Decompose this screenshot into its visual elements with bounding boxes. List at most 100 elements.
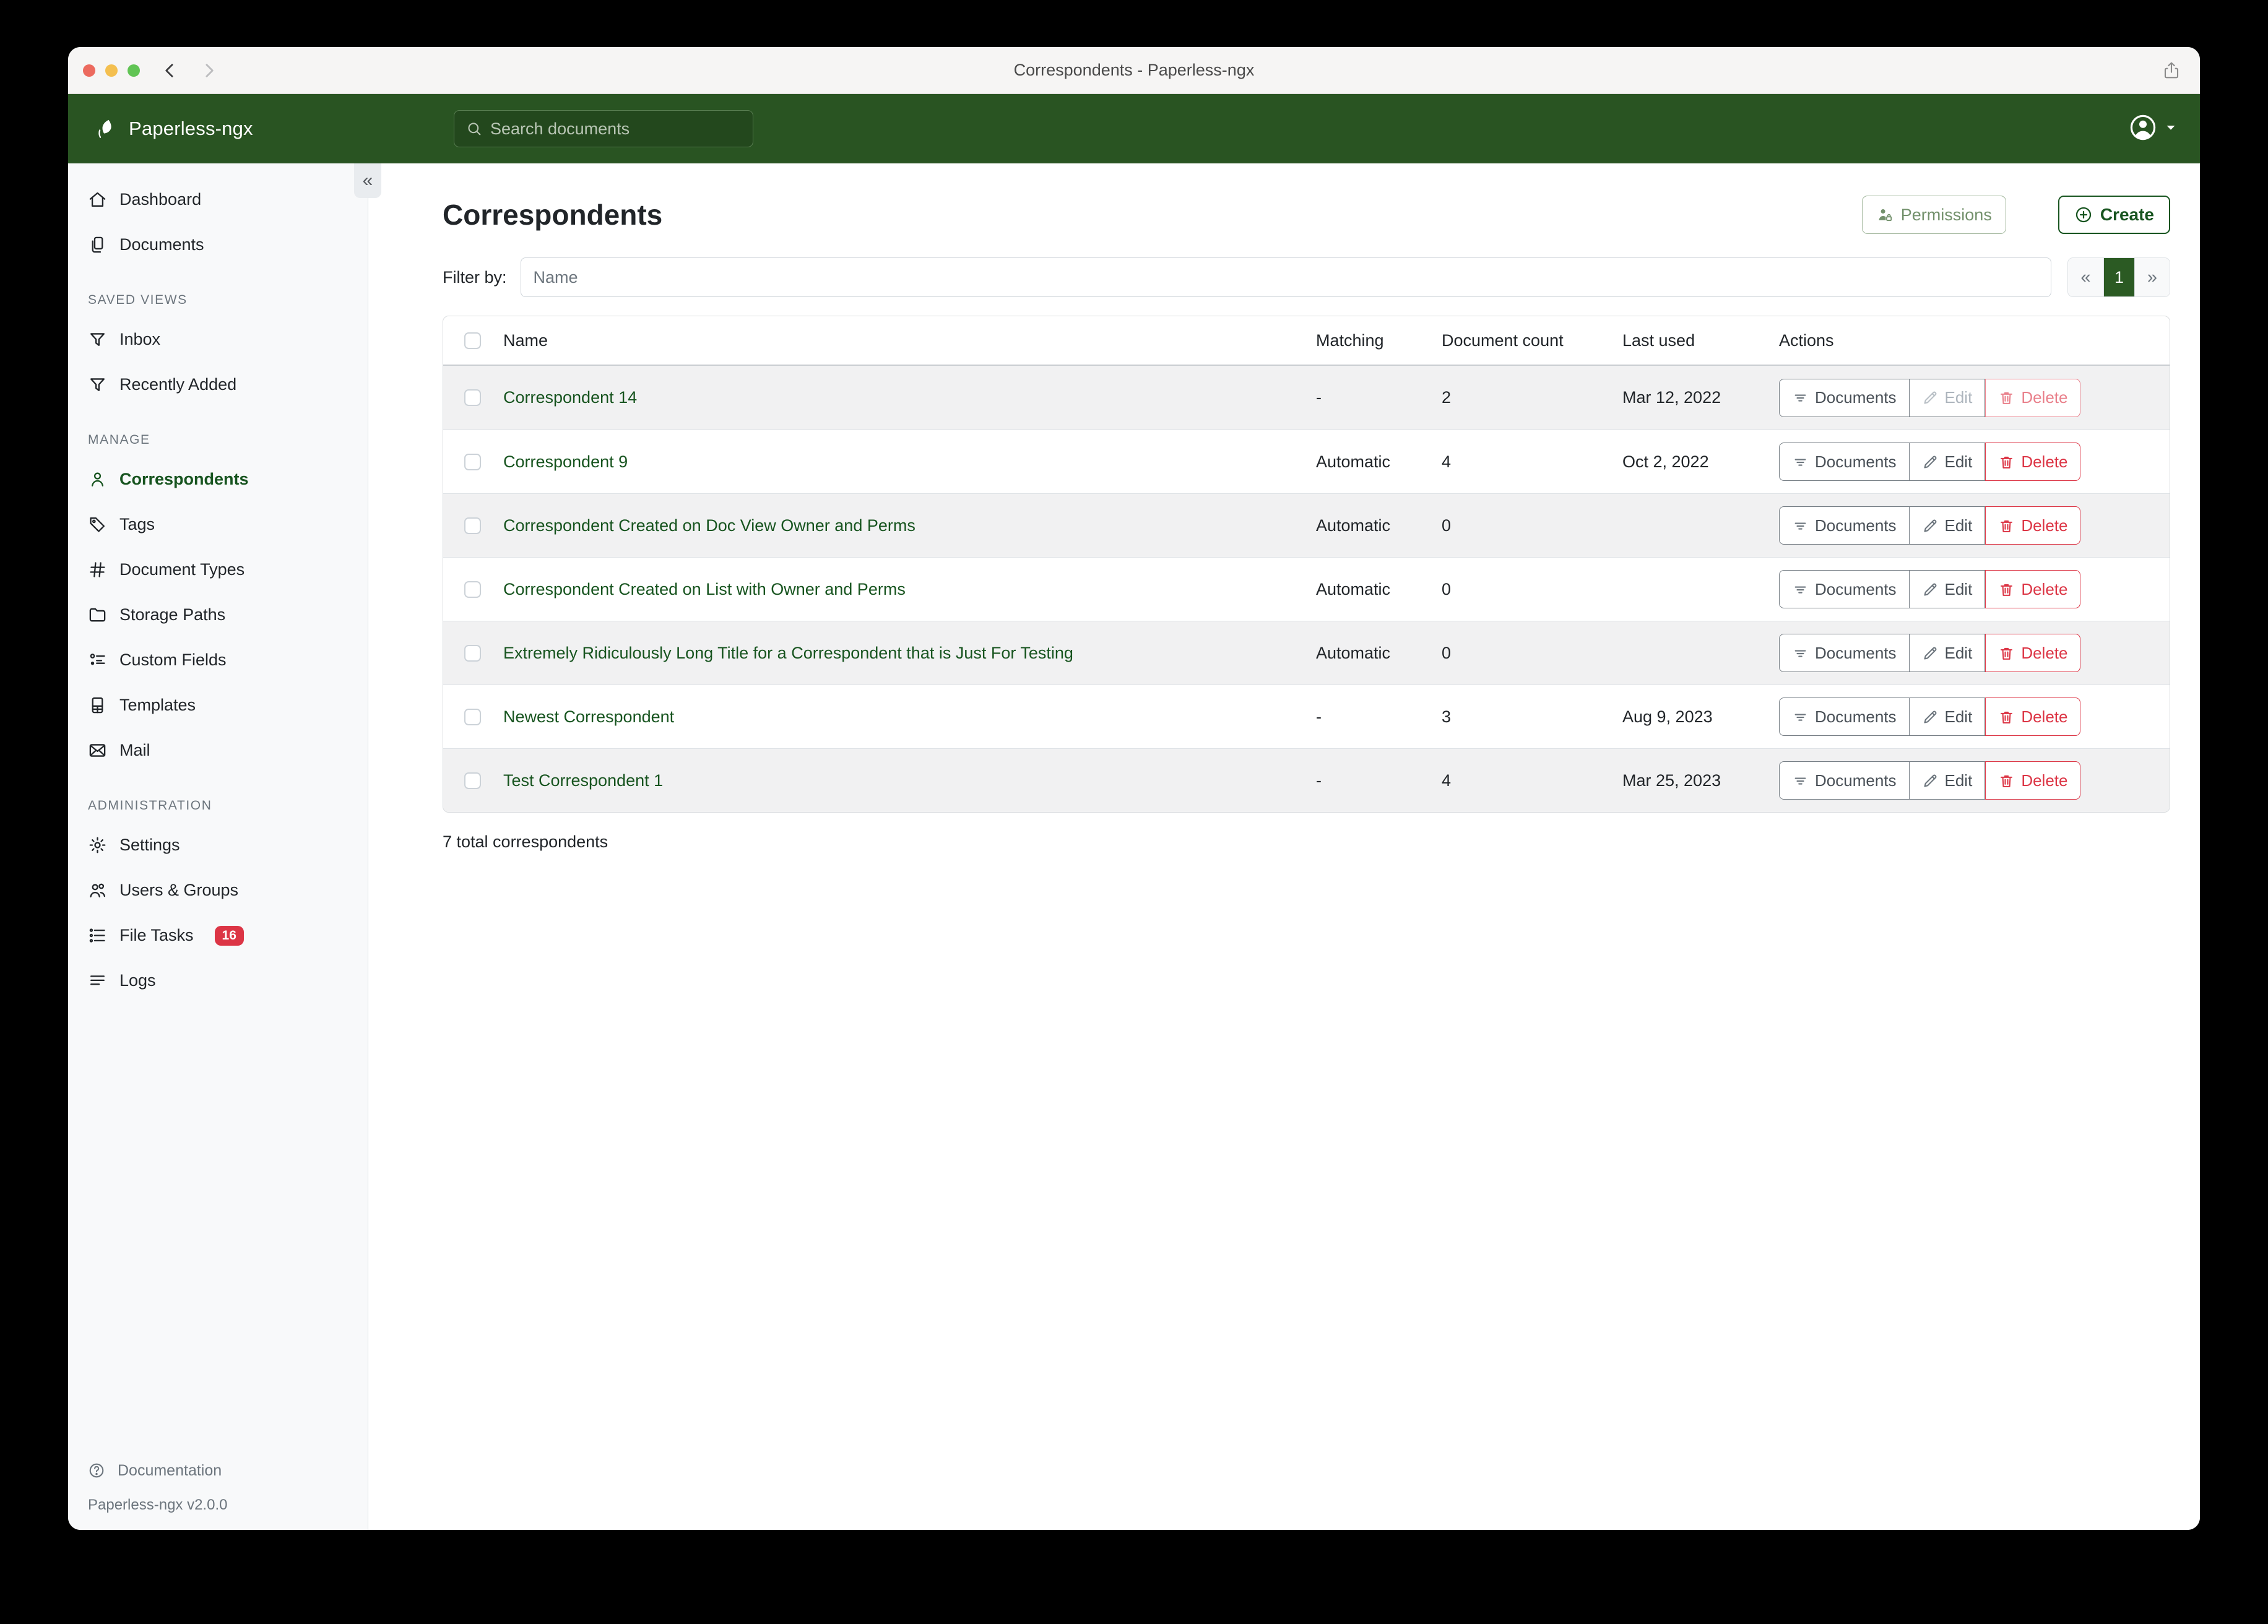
documents-button[interactable]: Documents: [1779, 634, 1910, 672]
correspondent-link[interactable]: Correspondent Created on List with Owner…: [503, 579, 906, 598]
documents-button[interactable]: Documents: [1779, 761, 1910, 800]
documentation-label: Documentation: [118, 1461, 222, 1479]
documents-button[interactable]: Documents: [1779, 443, 1910, 481]
tag-icon: [88, 515, 107, 534]
sidebar-item-documentation[interactable]: Documentation: [68, 1452, 368, 1489]
sidebar-item-logs[interactable]: Logs: [68, 958, 368, 1003]
table-row: Correspondent Created on Doc View Owner …: [443, 493, 2170, 557]
correspondent-link[interactable]: Correspondent 14: [503, 388, 638, 407]
correspondent-link[interactable]: Correspondent 9: [503, 452, 628, 471]
row-checkbox[interactable]: [464, 581, 481, 598]
sidebar-item-templates[interactable]: Templates: [68, 683, 368, 728]
create-button[interactable]: Create: [2058, 196, 2170, 234]
column-header-document-count[interactable]: Document count: [1442, 330, 1564, 350]
documents-button[interactable]: Documents: [1779, 378, 1910, 417]
row-checkbox[interactable]: [464, 453, 481, 470]
search-input[interactable]: [490, 119, 742, 139]
edit-button[interactable]: Edit: [1909, 443, 1986, 481]
delete-button[interactable]: Delete: [1985, 506, 2081, 545]
column-header-name[interactable]: Name: [503, 330, 548, 350]
sidebar-section-label-manage: MANAGE: [88, 433, 150, 447]
pagination-page-1-button[interactable]: 1: [2103, 258, 2134, 296]
edit-button[interactable]: Edit: [1909, 570, 1986, 608]
close-window-icon[interactable]: [83, 64, 95, 77]
permissions-button[interactable]: Permissions: [1861, 196, 2006, 234]
brand[interactable]: Paperless-ngx: [95, 117, 253, 140]
browser-back-icon[interactable]: [161, 61, 180, 80]
collapse-sidebar-button[interactable]: «: [354, 163, 381, 198]
delete-button[interactable]: Delete: [1985, 443, 2081, 481]
pagination-next-button[interactable]: »: [2134, 258, 2170, 296]
sidebar-item-dashboard[interactable]: Dashboard: [68, 177, 368, 222]
brand-name: Paperless-ngx: [129, 118, 253, 139]
delete-button[interactable]: Delete: [1985, 634, 2081, 672]
sidebar-item-correspondents[interactable]: Correspondents: [68, 457, 368, 502]
pencil-icon: [1922, 645, 1939, 662]
pagination-prev-button[interactable]: «: [2068, 258, 2103, 296]
table-row: Newest Correspondent - 3 Aug 9, 2023 Doc…: [443, 685, 2170, 748]
sidebar-section-label-saved-views: SAVED VIEWS: [88, 293, 188, 307]
trash-icon: [1998, 645, 2015, 662]
row-checkbox[interactable]: [464, 517, 481, 534]
last-used-value: Mar 25, 2023: [1622, 771, 1721, 790]
edit-button[interactable]: Edit: [1909, 506, 1986, 545]
global-search[interactable]: [454, 110, 753, 147]
sidebar-item-inbox[interactable]: Inbox: [68, 317, 368, 362]
question-circle-icon: [88, 1462, 105, 1479]
sidebar-item-storage-paths[interactable]: Storage Paths: [68, 592, 368, 637]
delete-button[interactable]: Delete: [1985, 378, 2081, 417]
correspondent-link[interactable]: Newest Correspondent: [503, 707, 675, 726]
sidebar-item-document-types[interactable]: Document Types: [68, 547, 368, 592]
chevron-down-icon: [2163, 119, 2179, 136]
share-icon[interactable]: [2162, 61, 2181, 80]
correspondent-link[interactable]: Extremely Ridiculously Long Title for a …: [503, 643, 1073, 662]
name-filter-input[interactable]: [520, 257, 2051, 297]
file-text-icon: [88, 696, 107, 715]
documents-button[interactable]: Documents: [1779, 570, 1910, 608]
delete-button[interactable]: Delete: [1985, 761, 2081, 800]
sidebar-item-users-groups[interactable]: Users & Groups: [68, 868, 368, 913]
column-header-last-used[interactable]: Last used: [1622, 330, 1695, 350]
sidebar-item-mail[interactable]: Mail: [68, 728, 368, 773]
file-tasks-count-badge: 16: [214, 925, 244, 946]
edit-button[interactable]: Edit: [1909, 698, 1986, 736]
app-header: Paperless-ngx: [68, 94, 2200, 163]
sidebar-item-tags[interactable]: Tags: [68, 502, 368, 547]
edit-button[interactable]: Edit: [1909, 761, 1986, 800]
correspondent-link[interactable]: Test Correspondent 1: [503, 771, 664, 790]
zoom-window-icon[interactable]: [128, 64, 140, 77]
row-checkbox[interactable]: [464, 772, 481, 789]
correspondent-link[interactable]: Correspondent Created on Doc View Owner …: [503, 516, 915, 535]
select-all-checkbox[interactable]: [464, 332, 481, 349]
table-row: Correspondent Created on List with Owner…: [443, 557, 2170, 621]
minimize-window-icon[interactable]: [105, 64, 118, 77]
plus-circle-icon: [2074, 205, 2093, 224]
matching-value: -: [1316, 707, 1322, 726]
trash-icon: [1998, 454, 2015, 470]
users-icon: [88, 881, 107, 900]
matching-value: Automatic: [1316, 516, 1391, 535]
edit-button[interactable]: Edit: [1909, 378, 1986, 417]
column-header-matching[interactable]: Matching: [1316, 330, 1384, 350]
row-checkbox[interactable]: [464, 644, 481, 662]
person-lock-icon: [1876, 206, 1894, 223]
sidebar-item-file-tasks[interactable]: File Tasks 16: [68, 913, 368, 958]
sidebar-item-settings[interactable]: Settings: [68, 823, 368, 868]
delete-button[interactable]: Delete: [1985, 698, 2081, 736]
tasks-icon: [88, 926, 107, 945]
user-menu[interactable]: [2128, 113, 2179, 142]
row-checkbox[interactable]: [464, 708, 481, 725]
sidebar-item-recently-added[interactable]: Recently Added: [68, 362, 368, 407]
sidebar-item-custom-fields[interactable]: Custom Fields: [68, 637, 368, 683]
column-header-actions: Actions: [1779, 330, 1834, 350]
delete-button[interactable]: Delete: [1985, 570, 2081, 608]
home-icon: [88, 190, 107, 209]
edit-button[interactable]: Edit: [1909, 634, 1986, 672]
documents-button[interactable]: Documents: [1779, 506, 1910, 545]
table-row: Correspondent 14 - 2 Mar 12, 2022 Docume…: [443, 366, 2170, 430]
document-count-value: 0: [1442, 516, 1452, 535]
row-checkbox[interactable]: [464, 389, 481, 406]
matching-value: Automatic: [1316, 579, 1391, 598]
documents-button[interactable]: Documents: [1779, 698, 1910, 736]
sidebar-item-documents[interactable]: Documents: [68, 222, 368, 267]
